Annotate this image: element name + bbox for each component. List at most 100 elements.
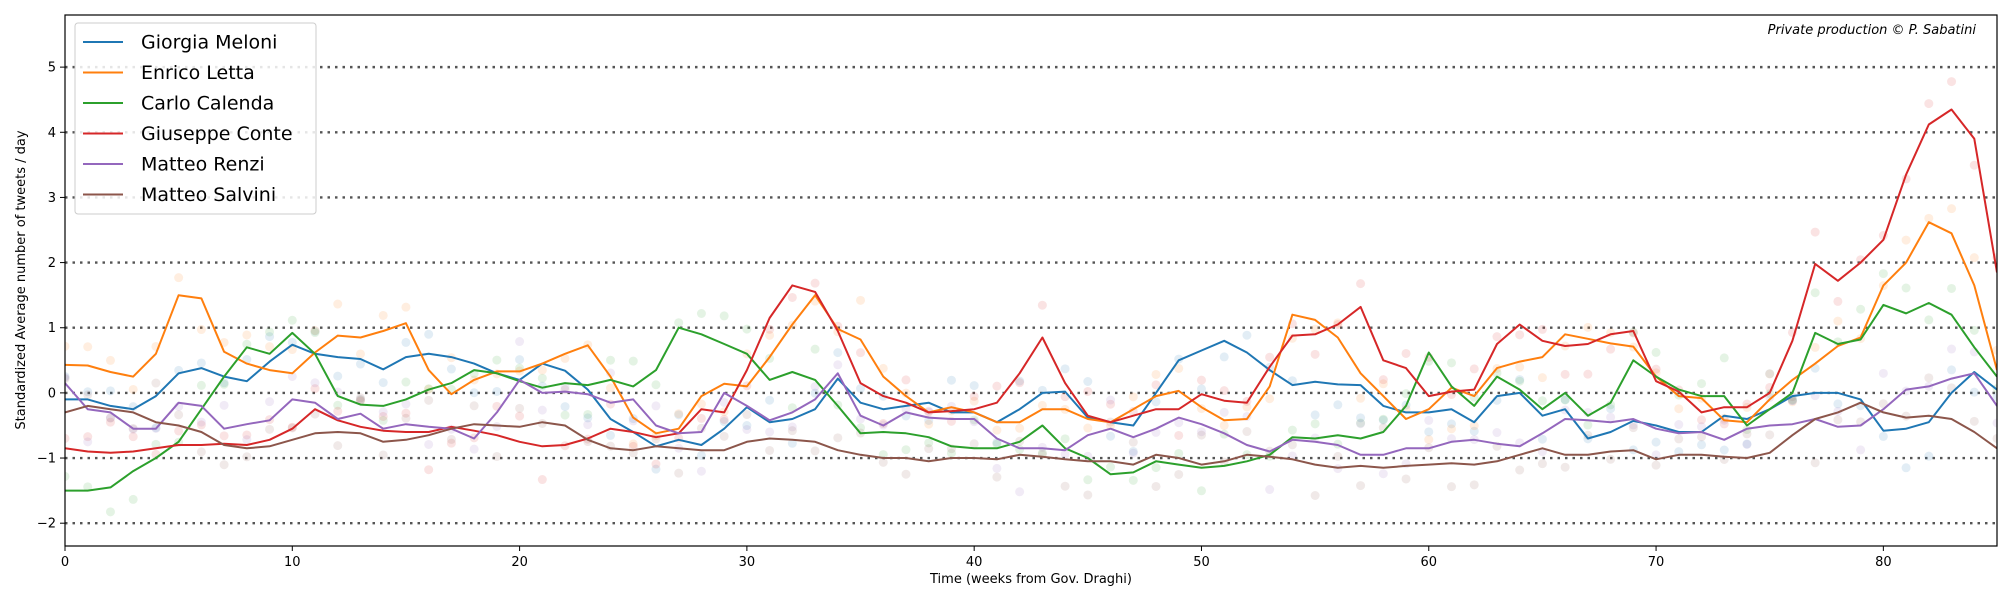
matteo-salvini-raw-point — [355, 393, 365, 403]
matteo-renzi-raw-point — [1992, 418, 1997, 428]
y-axis-label: Standardized Average number of tweets / … — [14, 130, 29, 429]
giorgia-meloni-raw-point — [787, 438, 797, 448]
x-axis: 0 10 20 30 40 50 60 70 80 — [61, 546, 1892, 570]
matteo-salvini-raw-point — [1742, 429, 1752, 439]
matteo-renzi-raw-point — [1106, 395, 1116, 405]
matteo-renzi-raw-point — [1651, 450, 1661, 460]
enrico-letta-raw-point — [1265, 394, 1275, 404]
matteo-renzi-raw-point — [1174, 418, 1184, 428]
giuseppe-conte-raw-point — [1833, 296, 1843, 306]
matteo-renzi-raw-point — [1901, 386, 1911, 396]
matteo-renzi-raw-point — [65, 373, 70, 383]
enrico-letta-raw-point — [1969, 253, 1979, 263]
legend-label-matteo-renzi: Matteo Renzi — [141, 154, 265, 176]
matteo-renzi-raw-point — [1378, 469, 1388, 479]
matteo-renzi-raw-point — [1265, 485, 1275, 495]
giorgia-meloni-raw-point — [196, 358, 206, 368]
giuseppe-conte-raw-point — [878, 419, 888, 429]
matteo-renzi-raw-point — [810, 382, 820, 392]
giorgia-meloni-raw-point — [378, 378, 388, 388]
giorgia-meloni-raw-point — [105, 386, 115, 396]
matteo-salvini-raw-point — [219, 460, 229, 470]
carlo-calenda-raw-point — [65, 471, 70, 481]
carlo-calenda-raw-point — [333, 400, 343, 410]
giorgia-meloni-raw-point — [1083, 377, 1093, 387]
y-tick-label: 1 — [48, 321, 56, 336]
matteo-salvini-raw-point — [378, 450, 388, 460]
x-tick-label: 40 — [966, 555, 983, 570]
matteo-salvini-raw-point — [1969, 416, 1979, 426]
plot-frame — [64, 14, 1998, 547]
carlo-calenda-raw-point — [196, 380, 206, 390]
carlo-calenda-raw-point — [1901, 283, 1911, 293]
matteo-salvini-raw-point — [992, 472, 1002, 482]
matteo-salvini-raw-point — [1924, 373, 1934, 383]
matteo-salvini-raw-point — [469, 401, 479, 411]
giuseppe-conte-raw-point — [1651, 364, 1661, 374]
carlo-calenda-raw-point — [1174, 448, 1184, 458]
matteo-salvini-raw-point — [924, 444, 934, 454]
matteo-renzi-raw-point — [1742, 439, 1752, 449]
carlo-calenda-raw-point — [492, 355, 502, 365]
giuseppe-conte-raw-point — [219, 431, 229, 441]
carlo-calenda-raw-point — [674, 318, 684, 328]
giuseppe-conte-raw-point — [719, 414, 729, 424]
enrico-letta-raw-point — [628, 439, 638, 449]
matteo-salvini-raw-point — [1560, 462, 1570, 472]
matteo-salvini-raw-point — [174, 410, 184, 420]
x-tick-label: 60 — [1420, 555, 1437, 570]
giuseppe-conte-raw-point — [378, 411, 388, 421]
enrico-letta-raw-point — [242, 330, 252, 340]
giorgia-meloni-raw-point — [1310, 410, 1320, 420]
giorgia-meloni-raw-point — [1606, 404, 1616, 414]
carlo-calenda-raw-point — [742, 324, 752, 334]
giuseppe-conte-raw-point — [628, 441, 638, 451]
giorgia-meloni-raw-point — [833, 348, 843, 358]
matteo-salvini-raw-point — [65, 374, 70, 384]
carlo-calenda-raw-point — [1697, 379, 1707, 389]
enrico-letta-raw-point — [1992, 345, 1997, 355]
carlo-calenda-raw-point — [1378, 414, 1388, 424]
giorgia-meloni-raw-point — [1106, 431, 1116, 441]
carlo-calenda-raw-point — [401, 377, 411, 387]
carlo-calenda-raw-point — [1537, 396, 1547, 406]
giorgia-meloni-raw-point — [1060, 364, 1070, 374]
matteo-salvini-raw-point — [1333, 451, 1343, 461]
giorgia-meloni-raw-point — [515, 355, 525, 365]
matteo-renzi-raw-point — [1219, 407, 1229, 417]
x-tick-label: 30 — [739, 555, 756, 570]
giuseppe-conte-raw-point — [1969, 160, 1979, 170]
matteo-renzi-raw-point — [378, 407, 388, 417]
giuseppe-conte-raw-point — [196, 420, 206, 430]
matteo-salvini-raw-point — [401, 413, 411, 423]
giorgia-meloni-raw-point — [1992, 392, 1997, 402]
matteo-renzi-raw-point — [287, 371, 297, 381]
giuseppe-conte-raw-point — [1378, 375, 1388, 385]
giuseppe-conte-raw-point — [1537, 324, 1547, 334]
enrico-letta-raw-point — [537, 365, 547, 375]
giorgia-meloni-raw-point — [1196, 384, 1206, 394]
giuseppe-conte-raw-point — [1560, 369, 1570, 379]
enrico-letta-raw-point — [1378, 379, 1388, 389]
carlo-calenda-raw-point — [310, 328, 320, 338]
matteo-salvini-raw-point — [242, 452, 252, 462]
giorgia-meloni-raw-point — [83, 387, 93, 397]
giorgia-meloni-raw-point — [355, 359, 365, 369]
giorgia-meloni-raw-point — [856, 383, 866, 393]
carlo-calenda-raw-point — [219, 379, 229, 389]
matteo-salvini-raw-point — [810, 446, 820, 456]
matteo-renzi-raw-point — [265, 397, 275, 407]
background-scatter — [65, 77, 1997, 517]
giuseppe-conte-raw-point — [1719, 419, 1729, 429]
giorgia-meloni-raw-point — [1765, 369, 1775, 379]
carlo-calenda-raw-point — [1924, 315, 1934, 325]
legend-label-enrico-letta: Enrico Letta — [141, 62, 255, 84]
legend: Giorgia Meloni Enrico Letta Carlo Calenda G… — [74, 22, 317, 215]
x-tick-label: 50 — [1193, 555, 1210, 570]
enrico-letta-raw-point — [310, 326, 320, 336]
matteo-salvini-raw-point — [1446, 482, 1456, 492]
matteo-salvini-raw-point — [1674, 434, 1684, 444]
enrico-letta-raw-point — [1174, 363, 1184, 373]
carlo-calenda-raw-point — [1037, 448, 1047, 458]
giorgia-meloni-raw-point — [1128, 446, 1138, 456]
